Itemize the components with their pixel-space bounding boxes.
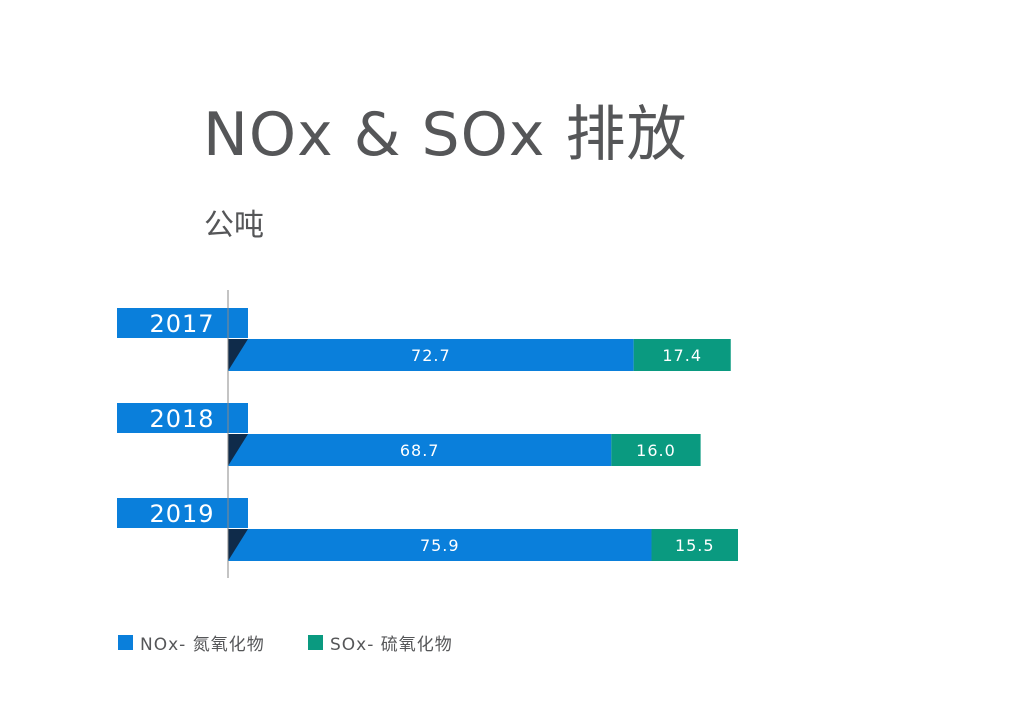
bar-nox-2018 <box>228 434 612 466</box>
year-label-2019: 2019 <box>149 500 214 528</box>
year-tab-2019 <box>117 498 248 528</box>
legend-nox: NOx- 氮氧化物 <box>118 630 265 655</box>
legend-swatch-nox <box>118 635 133 650</box>
chart-title: NOx & SOx 排放 <box>203 100 688 170</box>
value-label-sox-2018: 16.0 <box>636 441 676 460</box>
legend-label-nox: NOx- 氮氧化物 <box>140 635 265 655</box>
bar-nox-2019 <box>228 529 652 561</box>
value-label-nox-2018: 68.7 <box>400 441 440 460</box>
year-tab-2017 <box>117 308 248 338</box>
bar-nox-2017 <box>228 339 634 371</box>
value-label-nox-2017: 72.7 <box>411 346 451 365</box>
legend-swatch-sox <box>308 635 323 650</box>
legend-label-sox: SOx- 硫氧化物 <box>330 635 453 655</box>
value-label-nox-2019: 75.9 <box>420 536 460 555</box>
bar-fold-2019 <box>228 529 248 561</box>
bar-fold-2018 <box>228 434 248 466</box>
unit-label: 公吨 <box>204 208 264 243</box>
value-label-sox-2019: 15.5 <box>675 536 715 555</box>
bar-sox-2017 <box>633 339 731 371</box>
value-label-sox-2017: 17.4 <box>662 346 702 365</box>
bar-fold-2017 <box>228 339 248 371</box>
bar-sox-2018 <box>611 434 701 466</box>
bar-sox-2019 <box>651 529 738 561</box>
year-label-2018: 2018 <box>149 405 214 433</box>
legend-sox: SOx- 硫氧化物 <box>308 630 453 655</box>
year-tab-2018 <box>117 403 248 433</box>
year-label-2017: 2017 <box>149 310 214 338</box>
